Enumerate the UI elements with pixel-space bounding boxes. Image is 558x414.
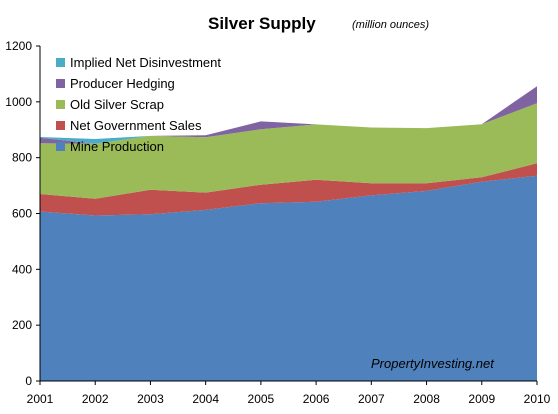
- x-tick-label: 2007: [358, 392, 385, 406]
- x-tick-label: 2005: [248, 392, 275, 406]
- y-tick-label: 1200: [5, 39, 32, 53]
- legend-swatch-old-silver-scrap: [56, 100, 65, 109]
- y-tick-label: 800: [12, 151, 32, 165]
- x-tick-label: 2004: [192, 392, 219, 406]
- x-tick-label: 2002: [82, 392, 109, 406]
- legend-swatch-implied-net-disinvestment: [56, 58, 65, 67]
- chart-subtitle: (million ounces): [352, 19, 429, 31]
- area-series-old-silver-scrap: [40, 103, 537, 199]
- area-series-net-government-sales: [40, 163, 537, 216]
- legend-label-implied-net-disinvestment: Implied Net Disinvestment: [70, 55, 221, 70]
- legend-label-mine-production: Mine Production: [70, 139, 164, 154]
- legend-swatch-producer-hedging: [56, 79, 65, 88]
- x-tick-label: 2003: [137, 392, 164, 406]
- chart-title: Silver Supply: [208, 14, 316, 33]
- legend-label-producer-hedging: Producer Hedging: [70, 76, 175, 91]
- x-tick-label: 2006: [303, 392, 330, 406]
- x-tick-label: 2009: [468, 392, 495, 406]
- legend-swatch-mine-production: [56, 142, 65, 151]
- y-tick-label: 0: [25, 374, 32, 388]
- y-tick-label: 200: [12, 318, 32, 332]
- x-tick-label: 2008: [413, 392, 440, 406]
- area-series-mine-production: [40, 175, 537, 381]
- y-tick-label: 600: [12, 207, 32, 221]
- y-tick-label: 1000: [5, 95, 32, 109]
- legend-swatch-net-government-sales: [56, 121, 65, 130]
- x-tick-label: 2001: [27, 392, 54, 406]
- y-tick-label: 400: [12, 262, 32, 276]
- x-tick-label: 2010: [524, 392, 551, 406]
- legend-label-net-government-sales: Net Government Sales: [70, 118, 202, 133]
- watermark-annotation: PropertyInvesting.net: [371, 356, 495, 371]
- legend-label-old-silver-scrap: Old Silver Scrap: [70, 97, 164, 112]
